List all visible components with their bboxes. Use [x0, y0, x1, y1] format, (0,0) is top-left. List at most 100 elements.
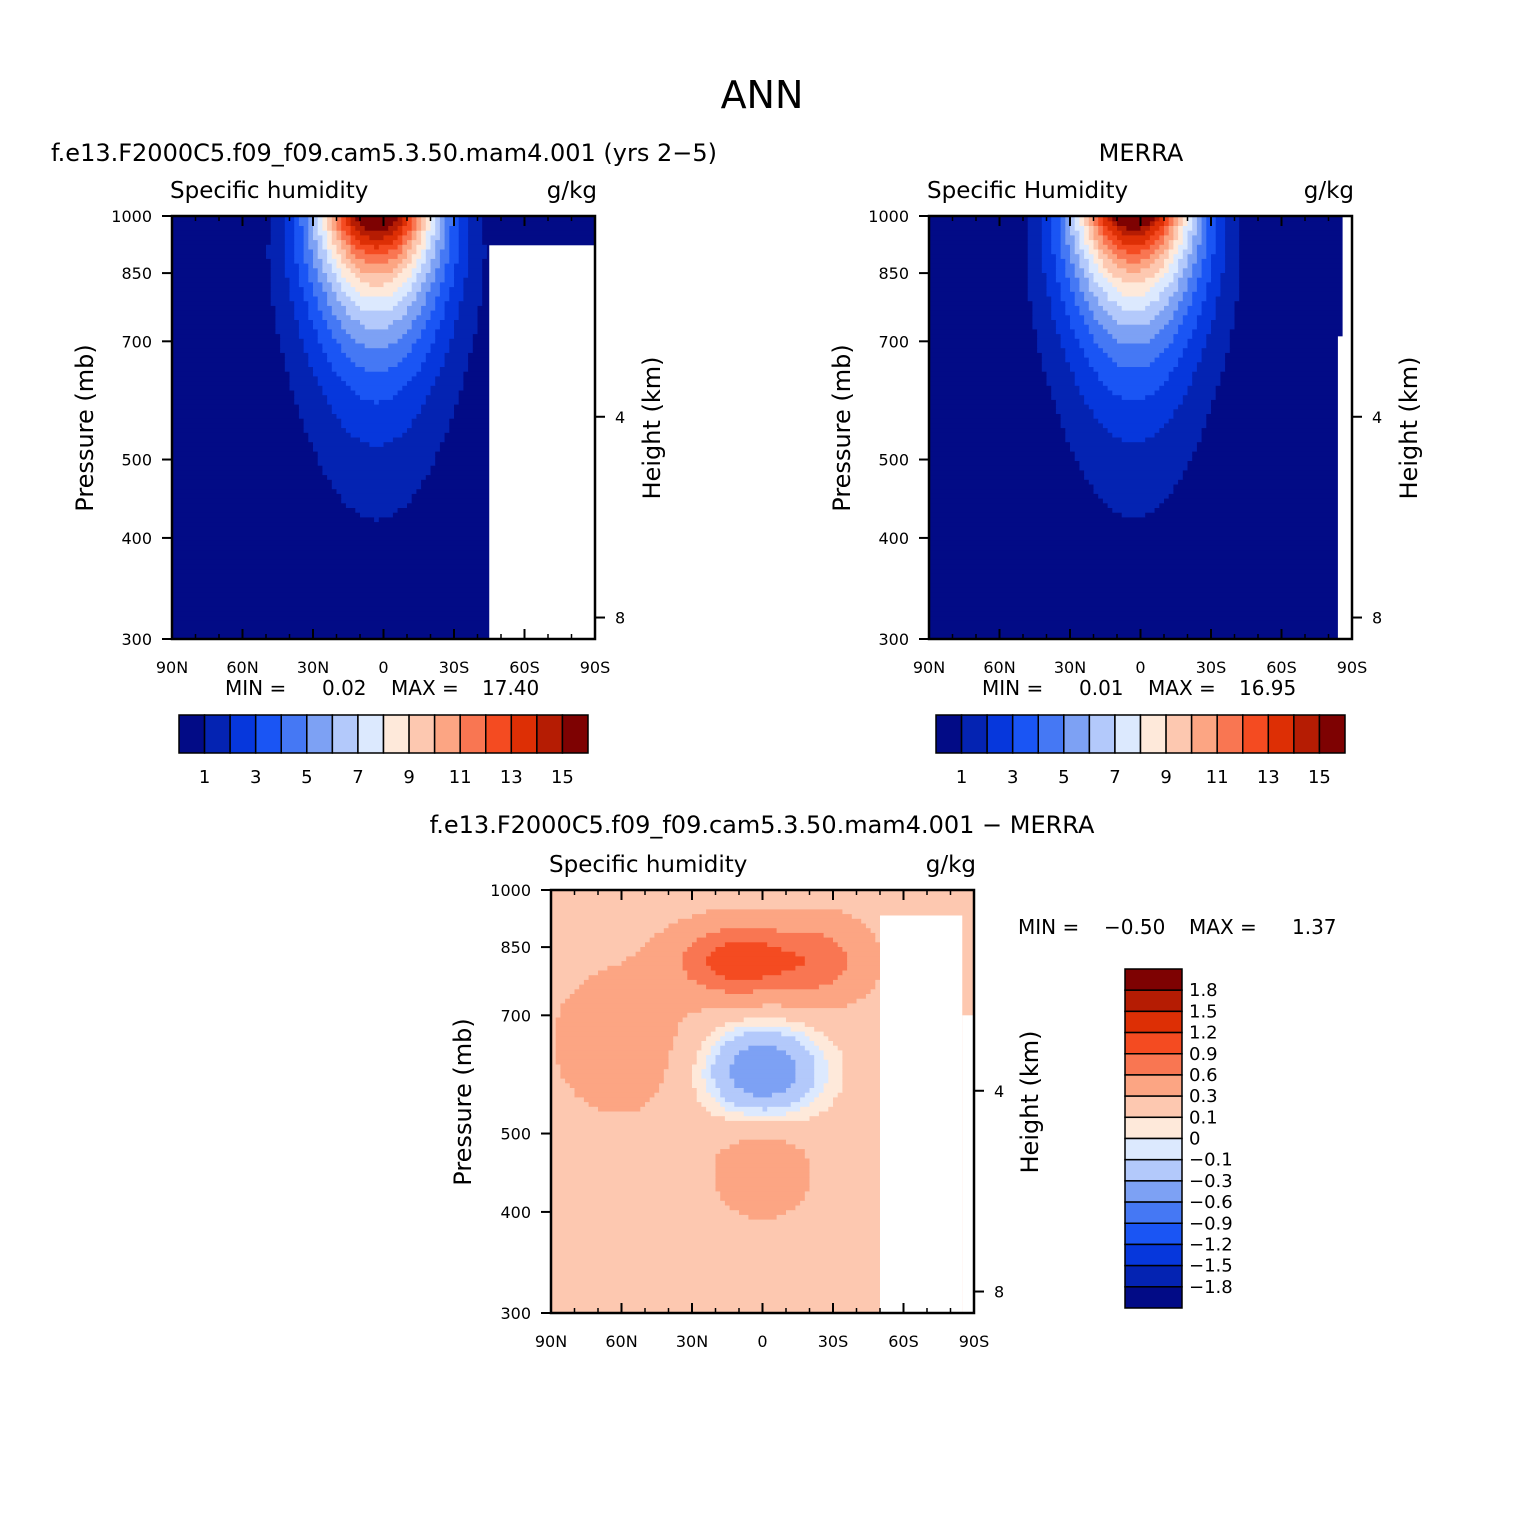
panel-obs-colorbar-label: 13 [1257, 767, 1280, 788]
panel-diff-colorbar-box [1124, 1180, 1183, 1203]
panel-model-colorbar-box [433, 714, 461, 754]
panel-model-ytick-right-label: 8 [615, 609, 625, 628]
panel-obs-min-label: MIN = [982, 676, 1043, 700]
panel-obs-colorbar-box [935, 714, 963, 754]
panel-obs-colorbar-box [1114, 714, 1142, 754]
panel-diff-colorbar-label: 0.1 [1189, 1107, 1218, 1128]
panel-model-max-value: 17.40 [482, 676, 539, 700]
panel-diff-colorbar-box [1124, 989, 1183, 1013]
panel-diff-ytick-label: 500 [500, 1125, 531, 1144]
panel-model-colorbar: 1 3 5 7 9 11 13 15 [178, 714, 589, 788]
panel-obs-colorbar-box [1216, 714, 1244, 754]
panel-obs-ytick-right-label: 8 [1372, 609, 1382, 628]
panel-model-ytick-label: 500 [121, 451, 152, 470]
panel-model-colorbar-box [306, 714, 334, 754]
panel-diff-colorbar-box [1124, 1074, 1183, 1097]
panel-model-xtick-label: 90S [580, 658, 611, 677]
panel-obs-topography-mask [1337, 336, 1352, 639]
panel-model-min-label: MIN = [225, 676, 286, 700]
panel-model-plot: 90N 60N 30N 0 30S 60S 90S 300 400 500 700 850 1000 8 4 [111, 207, 625, 677]
panel-model-colorbar-label: 3 [250, 767, 261, 788]
panel-obs-colorbar-box [1242, 714, 1270, 754]
panel-diff-colorbar-label: 0.9 [1189, 1044, 1218, 1065]
panel-diff: f.e13.F2000C5.f09_f09.cam5.3.50.mam4.001… [430, 811, 1337, 1351]
panel-obs-colorbar-label: 15 [1308, 767, 1331, 788]
panel-diff-min-label: MIN = [1018, 915, 1079, 939]
panel-obs-xtick-label: 30N [1054, 658, 1086, 677]
panel-model-colorbar-label: 13 [500, 767, 523, 788]
panel-model-ytick-label: 300 [121, 630, 152, 649]
panel-model-title: Specific humidity [170, 178, 368, 204]
panel-obs-colorbar-box [1293, 714, 1321, 754]
panel-obs-colorbar-box [1165, 714, 1193, 754]
panel-diff-topography-mask [962, 1015, 974, 1313]
panel-model-ylabel-right: Height (km) [638, 357, 666, 500]
panel-model-colorbar-box [357, 714, 385, 754]
panel-model-xtick-label: 60N [226, 658, 258, 677]
panel-diff-colorbar-label: 0.3 [1189, 1086, 1218, 1107]
panel-obs-ylabel: Pressure (mb) [828, 344, 856, 511]
panel-model-colorbar-label: 9 [403, 767, 414, 788]
panel-model-ytick-label: 850 [121, 264, 152, 283]
panel-diff-title: Specific humidity [549, 852, 747, 878]
panel-diff-colorbar-label: −0.1 [1189, 1150, 1233, 1171]
panel-obs: MERRA Specific Humidity g/kg 90N 60N 30N 0 3… [828, 139, 1423, 788]
panel-model-colorbar-box [331, 714, 359, 754]
panel-obs-plot: 90N 60N 30N 0 30S 60S 90S 300 400 500 700 850 1000 8 4 [868, 207, 1382, 677]
panel-obs-colorbar-box [1267, 714, 1295, 754]
panel-diff-colorbar-box [1124, 1137, 1183, 1161]
figure-title: ANN [721, 73, 804, 117]
panel-diff-max-value: 1.37 [1292, 915, 1337, 939]
panel-diff-colorbar-label: 1.5 [1189, 1001, 1218, 1022]
panel-model-topography-mask [571, 331, 595, 639]
panel-diff-colorbar-label: −0.6 [1189, 1192, 1233, 1213]
panel-obs-colorbar: 1 3 5 7 9 11 13 15 [935, 714, 1346, 788]
panel-obs-subtitle: MERRA [1099, 139, 1184, 167]
panel-obs-title: Specific Humidity [927, 178, 1128, 204]
panel-diff-colorbar-label: 0 [1189, 1129, 1200, 1150]
panel-model-xtick-label: 0 [378, 658, 388, 677]
panel-obs-colorbar-label: 1 [956, 767, 967, 788]
panel-diff-xtick-label: 30S [818, 1332, 849, 1351]
panel-obs-ytick-label: 300 [878, 630, 909, 649]
panel-diff-colorbar-box [1124, 1222, 1183, 1246]
panel-diff-ytick-right-label: 4 [994, 1082, 1004, 1101]
panel-diff-colorbar-box [1124, 968, 1183, 991]
panel-diff-colorbar-box [1124, 1264, 1183, 1288]
panel-diff-subtitle: f.e13.F2000C5.f09_f09.cam5.3.50.mam4.001… [430, 811, 1095, 839]
panel-diff-colorbar-label: −1.8 [1189, 1277, 1233, 1298]
panel-diff-ytick-label: 700 [500, 1006, 531, 1025]
panel-obs-colorbar-box [1190, 714, 1218, 754]
panel-model-xtick-label: 60S [509, 658, 540, 677]
panel-diff-colorbar-box [1124, 1116, 1183, 1140]
panel-model-colorbar-box [408, 714, 436, 754]
panel-model-colorbar-box [280, 714, 308, 754]
panel-model-subtitle: f.e13.F2000C5.f09_f09.cam5.3.50.mam4.001… [51, 139, 717, 167]
panel-diff-units: g/kg [926, 852, 976, 878]
panel-obs-xtick-label: 0 [1135, 658, 1145, 677]
panel-diff-topography-mask [880, 915, 963, 1313]
panel-diff-colorbar-label: −0.3 [1189, 1171, 1233, 1192]
panel-diff-xtick-label: 90N [535, 1332, 567, 1351]
panel-diff-plot: 90N 60N 30N 0 30S 60S 90S 300 400 500 700 850 1000 8 4 [490, 881, 1004, 1351]
panel-obs-xtick-label: 90N [913, 658, 945, 677]
panel-model-colorbar-box [382, 714, 410, 754]
panel-obs-max-value: 16.95 [1239, 676, 1296, 700]
panel-obs-ytick-right-label: 4 [1372, 408, 1382, 427]
panel-diff-xtick-label: 30N [676, 1332, 708, 1351]
panel-model-ytick-right-label: 4 [615, 408, 625, 427]
panel-obs-xtick-label: 90S [1337, 658, 1368, 677]
panel-diff-ytick-label: 850 [500, 938, 531, 957]
panel-diff-colorbar-box [1124, 1286, 1183, 1309]
panel-diff-colorbar: 1.81.51.20.90.60.30.10−0.1−0.3−0.6−0.9−1… [1124, 968, 1233, 1309]
panel-obs-ytick-label: 1000 [868, 207, 909, 226]
panel-model-colorbar-label: 1 [199, 767, 210, 788]
panel-diff-ytick-right-label: 8 [994, 1283, 1004, 1302]
panel-model-colorbar-label: 15 [551, 767, 574, 788]
panel-obs-xtick-label: 30S [1196, 658, 1227, 677]
panel-model-xtick-label: 90N [156, 658, 188, 677]
panel-model-colorbar-box [203, 714, 231, 754]
panel-diff-colorbar-box [1124, 1243, 1183, 1267]
panel-diff-colorbar-box [1124, 1031, 1183, 1055]
panel-model-colorbar-box [510, 714, 538, 754]
